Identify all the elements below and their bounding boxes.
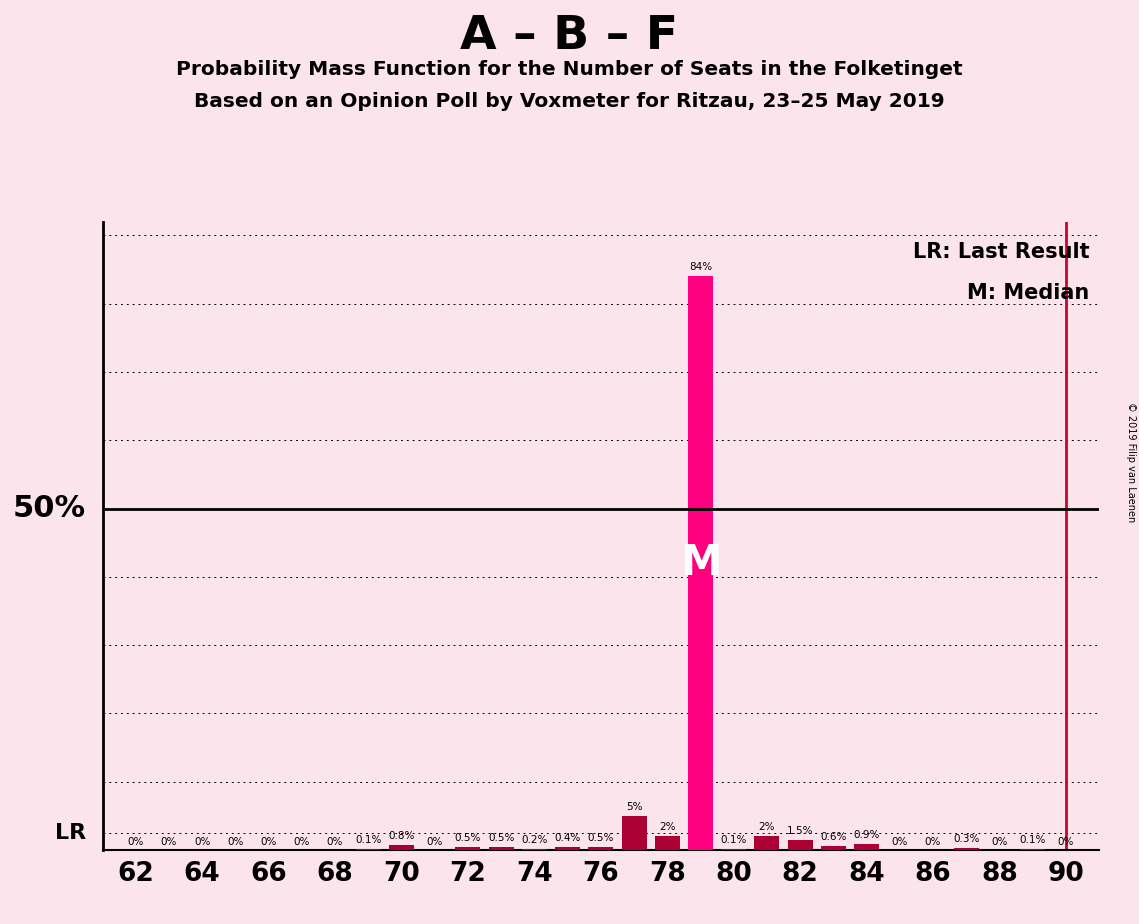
Text: Probability Mass Function for the Number of Seats in the Folketinget: Probability Mass Function for the Number… — [177, 60, 962, 79]
Text: 0%: 0% — [227, 837, 244, 847]
Text: 0%: 0% — [261, 837, 277, 847]
Text: 0%: 0% — [128, 837, 144, 847]
Bar — [953, 848, 978, 850]
Text: 0%: 0% — [327, 837, 343, 847]
Bar — [522, 849, 547, 850]
Bar — [655, 836, 680, 850]
Text: Based on an Opinion Poll by Voxmeter for Ritzau, 23–25 May 2019: Based on an Opinion Poll by Voxmeter for… — [194, 92, 945, 112]
Text: 0%: 0% — [1058, 837, 1074, 847]
Text: 0%: 0% — [892, 837, 908, 847]
Text: 0.5%: 0.5% — [588, 833, 614, 843]
Text: © 2019 Filip van Laenen: © 2019 Filip van Laenen — [1126, 402, 1136, 522]
Text: 0%: 0% — [161, 837, 178, 847]
Text: 5%: 5% — [625, 802, 642, 812]
Text: 0.9%: 0.9% — [853, 830, 879, 840]
Bar — [555, 847, 580, 850]
Bar — [390, 845, 413, 850]
Text: 84%: 84% — [689, 262, 712, 273]
Bar — [821, 846, 846, 850]
Text: 0.1%: 0.1% — [1019, 835, 1046, 845]
Text: 0.5%: 0.5% — [487, 833, 515, 843]
Text: 0%: 0% — [991, 837, 1008, 847]
Text: A – B – F: A – B – F — [460, 14, 679, 59]
Text: 2%: 2% — [759, 822, 776, 833]
Bar — [589, 846, 613, 850]
Text: 0%: 0% — [294, 837, 310, 847]
Text: M: Median: M: Median — [967, 284, 1089, 303]
Bar — [754, 836, 779, 850]
Text: 0.6%: 0.6% — [820, 832, 846, 842]
Text: 0%: 0% — [194, 837, 211, 847]
Text: 0%: 0% — [925, 837, 941, 847]
Text: 2%: 2% — [659, 822, 675, 833]
Bar — [456, 846, 481, 850]
Bar — [622, 816, 647, 850]
Bar — [489, 846, 514, 850]
Text: 50%: 50% — [13, 494, 85, 523]
Text: 0%: 0% — [426, 837, 443, 847]
Text: LR: Last Result: LR: Last Result — [912, 242, 1089, 262]
Text: 1.5%: 1.5% — [787, 826, 813, 835]
Text: 0.4%: 0.4% — [555, 833, 581, 844]
Text: 0.2%: 0.2% — [522, 834, 548, 845]
Text: 0.1%: 0.1% — [721, 835, 747, 845]
Bar — [788, 840, 812, 850]
Bar — [854, 844, 879, 850]
Text: M: M — [680, 542, 721, 584]
Text: 0.5%: 0.5% — [454, 833, 481, 843]
Text: 0.3%: 0.3% — [953, 834, 980, 844]
Text: 0.8%: 0.8% — [388, 831, 415, 841]
Text: LR: LR — [55, 823, 85, 843]
Text: 0.1%: 0.1% — [355, 835, 382, 845]
Bar — [688, 276, 713, 850]
